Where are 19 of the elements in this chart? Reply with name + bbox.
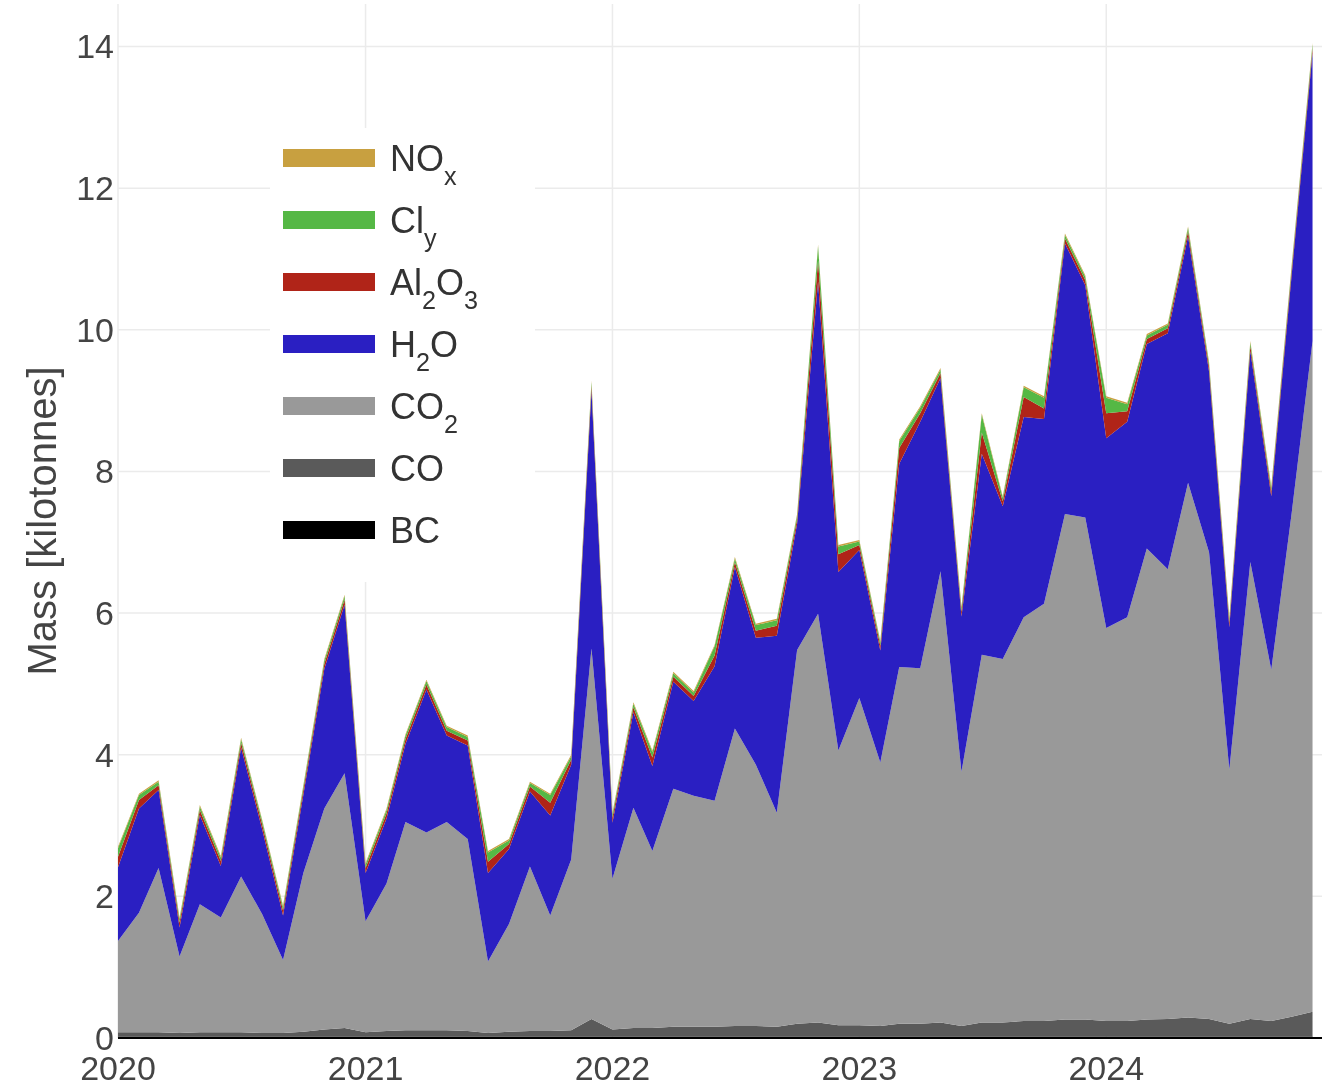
x-tick-label: 2021 xyxy=(327,1049,404,1086)
y-tick-label: 14 xyxy=(76,27,114,66)
x-tick-label: 2023 xyxy=(821,1049,898,1086)
legend-label: Al$_{2}$O$_{3}$ xyxy=(390,262,479,314)
y-tick-label: 12 xyxy=(76,169,114,208)
y-axis-title: Mass [kilotonnes] xyxy=(20,366,64,676)
legend-label: Cl$_{y}$ xyxy=(390,200,437,252)
legend-label: CO xyxy=(390,448,444,489)
y-tick-label: 10 xyxy=(76,310,114,349)
y-tick-label: 8 xyxy=(95,452,114,491)
x-tick-label: 2024 xyxy=(1068,1049,1145,1086)
y-tick-label: 2 xyxy=(95,877,114,916)
legend-label: NO$_{x}$ xyxy=(390,138,457,190)
legend-label: H$_{2}$O xyxy=(390,324,459,376)
legend-label: BC xyxy=(390,510,441,551)
legend-label: CO$_{2}$ xyxy=(390,386,459,438)
y-tick-label: 6 xyxy=(95,594,114,633)
y-tick-label: 4 xyxy=(95,735,114,774)
x-tick-label: 2022 xyxy=(574,1049,651,1086)
